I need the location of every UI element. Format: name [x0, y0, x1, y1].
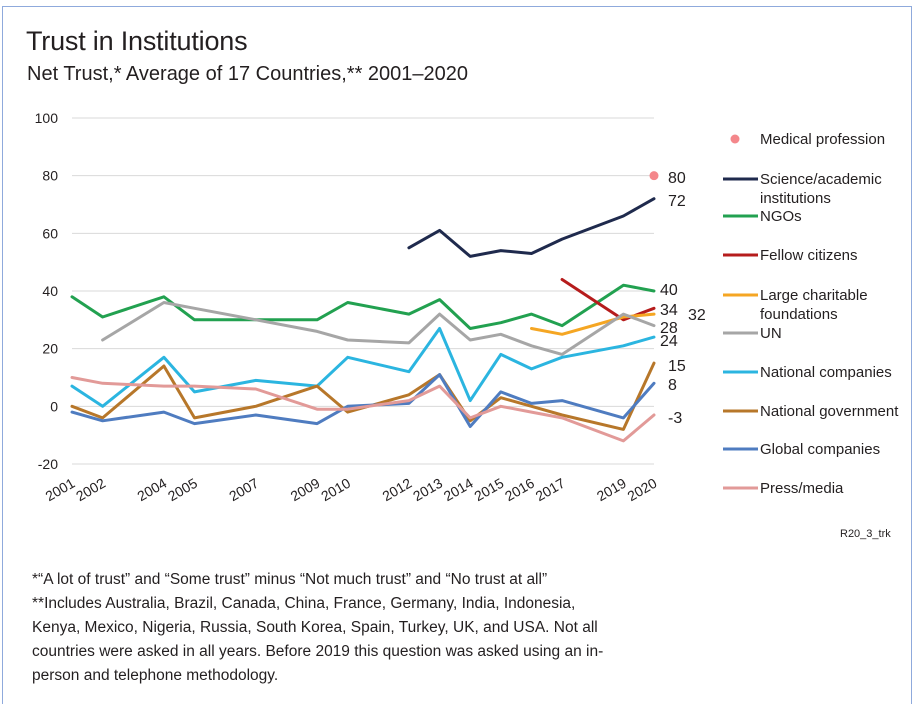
legend-label: Science/academic institutions: [760, 171, 882, 207]
footnote-line: countries were asked in all years. Befor…: [32, 643, 604, 660]
source-code: R20_3_trk: [840, 528, 891, 540]
series-line: [407, 197, 656, 258]
series-line: [70, 376, 656, 443]
y-tick-label: 20: [42, 341, 58, 357]
x-tick-label: 2009: [288, 475, 323, 505]
legend-label: Press/media: [760, 480, 844, 497]
series-line: [101, 301, 656, 356]
series-line: [70, 373, 656, 428]
y-tick-label: 0: [50, 398, 58, 414]
legend-label: Global companies: [760, 441, 880, 458]
legend-label: UN: [760, 325, 782, 342]
x-tick-label: 2014: [441, 475, 476, 505]
x-tick-label: 2007: [226, 475, 261, 505]
legend-label: Medical profession: [760, 131, 885, 148]
x-tick-label: 2015: [471, 475, 506, 505]
legend-label: National companies: [760, 364, 892, 381]
legend-marker: [730, 134, 740, 144]
legend-label: Large charitable foundations: [760, 287, 868, 323]
x-tick-label: 2019: [594, 475, 629, 505]
footnote-line: person and telephone methodology.: [32, 667, 279, 684]
end-value-label: 8: [668, 377, 677, 394]
y-tick-label: -20: [38, 456, 58, 472]
x-tick-label: 2001: [43, 475, 78, 505]
series-line: [70, 361, 656, 431]
legend-label: NGOs: [760, 208, 802, 225]
footnote-line: **Includes Australia, Brazil, Canada, Ch…: [32, 595, 576, 612]
x-tick-label: 2012: [379, 475, 414, 505]
end-value-label: 34: [660, 302, 678, 319]
legend-label: Fellow citizens: [760, 247, 858, 264]
end-value-label: 24: [660, 333, 678, 350]
end-value-label: -3: [668, 410, 682, 427]
data-point: [649, 171, 659, 181]
chart-title: Trust in Institutions: [26, 26, 248, 56]
end-value-label: 80: [668, 170, 686, 187]
x-tick-label: 2010: [318, 475, 353, 505]
x-tick-label: 2004: [134, 475, 169, 505]
series-line: [70, 327, 656, 408]
x-tick-label: 2016: [502, 475, 537, 505]
x-tick-label: 2017: [533, 475, 568, 505]
figure-frame: [2, 6, 912, 704]
y-tick-label: 80: [42, 168, 58, 184]
y-tick-label: 40: [42, 283, 58, 299]
footnote-line: *“A lot of trust” and “Some trust” minus…: [32, 571, 548, 588]
x-tick-label: 2002: [73, 475, 108, 505]
end-value-label: 40: [660, 282, 678, 299]
end-value-label: 28: [660, 320, 678, 337]
series-line: [530, 312, 656, 336]
footnotes: *“A lot of trust” and “Some trust” minus…: [32, 568, 902, 688]
end-value-label: 32: [688, 307, 706, 324]
chart-subtitle: Net Trust,* Average of 17 Countries,** 2…: [27, 63, 469, 85]
series-line: [560, 278, 656, 322]
x-tick-label: 2013: [410, 475, 445, 505]
legend-label: National government: [760, 403, 899, 420]
x-tick-label: 2020: [625, 475, 660, 505]
x-tick-label: 2005: [165, 475, 200, 505]
end-value-label: 72: [668, 193, 686, 210]
y-tick-label: 60: [42, 225, 58, 241]
footnote-line: Kenya, Mexico, Nigeria, Russia, South Ko…: [32, 619, 598, 636]
end-value-label: 15: [668, 358, 686, 375]
y-tick-label: 100: [35, 110, 59, 126]
